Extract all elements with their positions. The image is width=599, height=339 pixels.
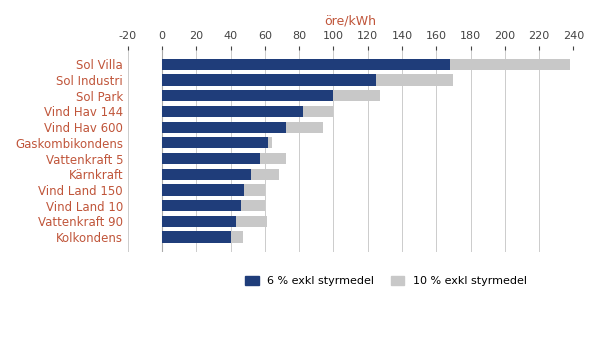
Bar	[162, 121, 323, 133]
Bar	[162, 216, 267, 227]
Bar	[162, 59, 570, 70]
Bar	[162, 121, 286, 133]
Bar	[162, 200, 265, 211]
Bar	[162, 168, 251, 180]
Bar	[162, 200, 241, 211]
Bar	[162, 137, 272, 148]
Bar	[162, 137, 268, 148]
Bar	[162, 90, 334, 101]
X-axis label: öre/kWh: öre/kWh	[325, 15, 377, 28]
Bar	[162, 75, 376, 86]
Bar	[162, 231, 243, 243]
Legend: 6 % exkl styrmedel, 10 % exkl styrmedel: 6 % exkl styrmedel, 10 % exkl styrmedel	[241, 272, 532, 291]
Bar	[162, 216, 236, 227]
Bar	[162, 90, 380, 101]
Bar	[162, 75, 453, 86]
Bar	[162, 59, 450, 70]
Bar	[162, 153, 260, 164]
Bar	[162, 231, 231, 243]
Bar	[162, 106, 302, 117]
Bar	[162, 106, 334, 117]
Bar	[162, 184, 265, 196]
Bar	[162, 153, 286, 164]
Bar	[162, 168, 279, 180]
Bar	[162, 184, 244, 196]
